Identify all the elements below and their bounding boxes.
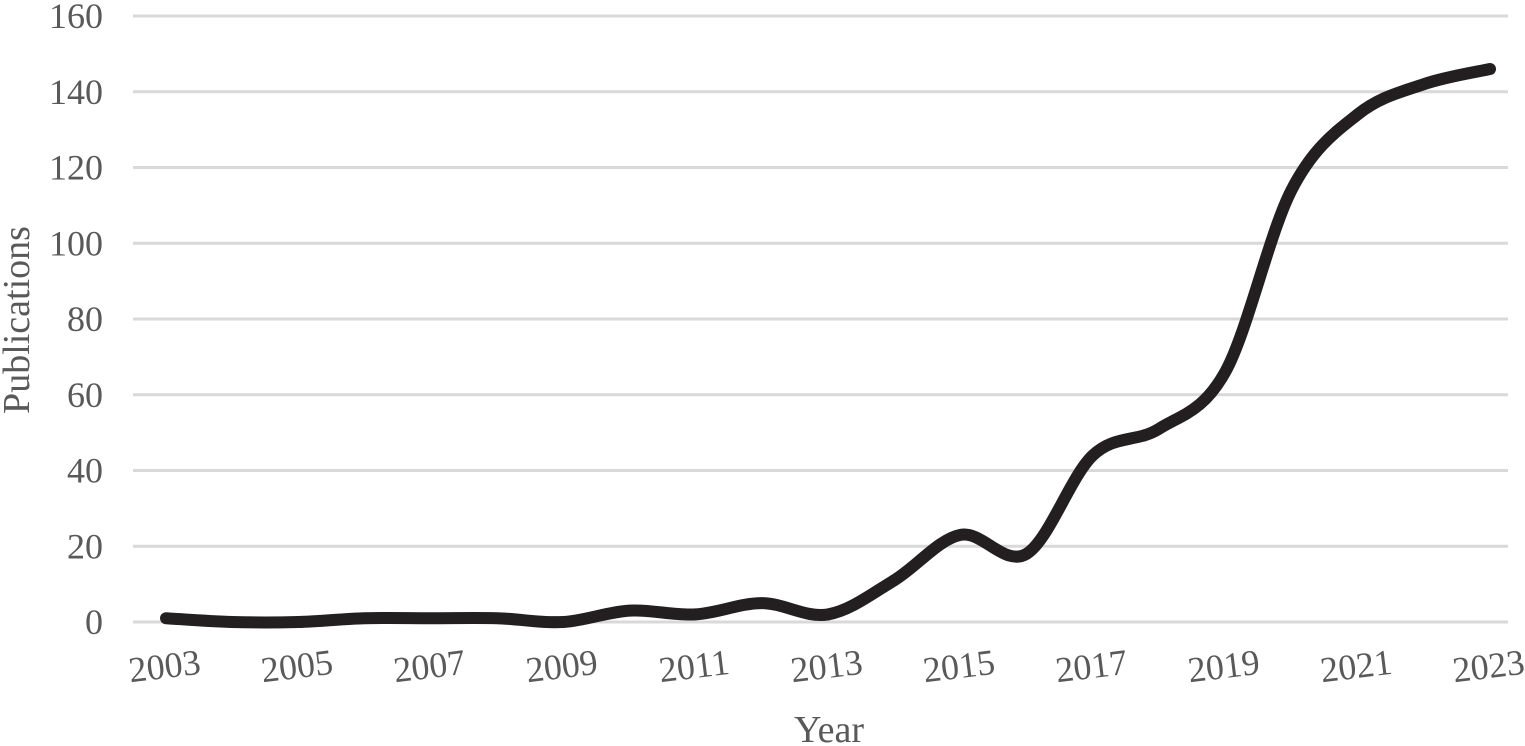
x-tick-label: 2015 bbox=[921, 642, 997, 690]
data-point-2008 bbox=[494, 615, 500, 621]
data-point-2004 bbox=[229, 619, 235, 625]
y-tick-label: 160 bbox=[49, 0, 103, 36]
y-tick-label: 80 bbox=[67, 299, 103, 339]
data-point-2022 bbox=[1421, 81, 1427, 87]
x-tick-label: 2013 bbox=[788, 642, 864, 690]
data-point-2006 bbox=[362, 615, 368, 621]
data-point-2018 bbox=[1156, 426, 1162, 432]
data-point-2019 bbox=[1222, 369, 1228, 375]
data-point-2017 bbox=[1090, 452, 1096, 458]
data-point-2016 bbox=[1024, 551, 1030, 557]
x-tick-label: 2007 bbox=[391, 642, 467, 690]
data-point-2021 bbox=[1355, 111, 1361, 117]
data-point-2009 bbox=[560, 619, 566, 625]
y-axis-title: Publications bbox=[0, 226, 38, 414]
series-line-0 bbox=[160, 63, 1496, 629]
x-tick-label: 2003 bbox=[126, 642, 202, 690]
y-tick-label: 100 bbox=[49, 223, 103, 263]
y-tick-label: 60 bbox=[67, 375, 103, 415]
x-tick-label: 2021 bbox=[1318, 642, 1394, 690]
data-point-2013 bbox=[825, 611, 831, 617]
data-point-2015 bbox=[957, 532, 963, 538]
data-point-2014 bbox=[891, 577, 897, 583]
data-point-2023 bbox=[1487, 66, 1493, 72]
data-point-2020 bbox=[1288, 187, 1294, 193]
series-layer bbox=[160, 63, 1496, 629]
data-point-2005 bbox=[295, 619, 301, 625]
x-axis-ticks: 2003 2005 2007 2009 2011 2013 2015 2017 2019 2021… bbox=[126, 642, 1525, 690]
y-tick-label: 20 bbox=[67, 526, 103, 566]
y-tick-label: 120 bbox=[49, 148, 103, 188]
x-axis-title: Year bbox=[794, 709, 864, 746]
x-tick-label: 2017 bbox=[1053, 642, 1129, 690]
data-point-2007 bbox=[428, 615, 434, 621]
x-tick-label: 2019 bbox=[1186, 642, 1262, 690]
y-axis-ticks: 0 20 40 60 80 100 120 140 160 bbox=[49, 0, 103, 642]
y-tick-label: 40 bbox=[67, 451, 103, 491]
x-tick-label: 2005 bbox=[259, 642, 335, 690]
y-tick-label: 140 bbox=[49, 72, 103, 112]
data-point-2010 bbox=[626, 608, 632, 614]
y-tick-label: 0 bbox=[85, 602, 103, 642]
x-tick-label: 2023 bbox=[1450, 642, 1525, 690]
gridlines bbox=[133, 14, 1508, 624]
x-tick-label: 2009 bbox=[524, 642, 600, 690]
data-point-2003 bbox=[163, 615, 169, 621]
data-point-2012 bbox=[759, 600, 765, 606]
data-point-2011 bbox=[693, 611, 699, 617]
x-tick-label: 2011 bbox=[657, 642, 732, 690]
